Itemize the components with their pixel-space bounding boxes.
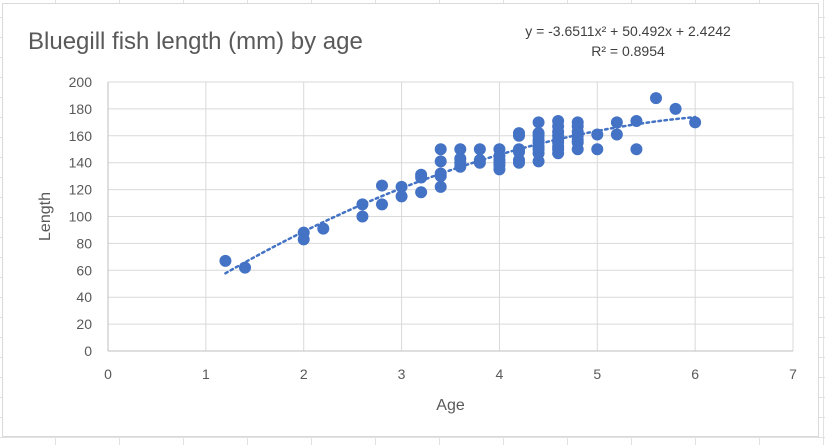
data-point[interactable] <box>669 102 682 115</box>
data-point[interactable] <box>376 198 388 211</box>
data-point[interactable] <box>415 186 428 199</box>
data-point[interactable] <box>454 143 467 156</box>
data-point[interactable] <box>473 143 486 156</box>
data-point[interactable] <box>317 222 330 235</box>
data-point[interactable] <box>395 190 408 203</box>
x-tick-label: 2 <box>300 366 308 382</box>
trendline-r-squared: R² = 0.8954 <box>591 43 665 59</box>
y-tick-label: 40 <box>76 289 92 305</box>
data-point[interactable] <box>532 116 545 129</box>
data-point[interactable] <box>356 210 369 223</box>
data-point[interactable] <box>239 261 251 274</box>
data-point[interactable] <box>552 147 565 160</box>
tick-labels: 0 20 40 60 80 100 120 140 160 180 200 0 1 2 3 4 5 6 7 <box>69 74 797 382</box>
x-tick-label: 1 <box>202 366 210 382</box>
data-point[interactable] <box>473 156 486 169</box>
x-tick-label: 0 <box>104 366 112 382</box>
y-tick-label: 80 <box>76 235 92 251</box>
data-point[interactable] <box>434 155 447 168</box>
data-point[interactable] <box>630 115 643 128</box>
data-point[interactable] <box>532 155 545 168</box>
y-tick-label: 140 <box>69 155 93 171</box>
x-tick-label: 3 <box>398 366 406 382</box>
data-point[interactable] <box>219 254 232 267</box>
data-point[interactable] <box>513 156 525 169</box>
plot-axes <box>107 82 793 352</box>
x-tick-label: 5 <box>593 366 601 382</box>
y-tick-label: 100 <box>69 209 93 225</box>
data-point[interactable] <box>356 198 369 211</box>
x-tick-label: 6 <box>691 366 699 382</box>
chart-area[interactable] <box>2 3 819 437</box>
data-point[interactable] <box>454 160 467 173</box>
y-tick-label: 180 <box>69 101 93 117</box>
data-point[interactable] <box>650 92 662 105</box>
chart-title[interactable]: Bluegill fish length (mm) by age <box>28 28 363 55</box>
data-point[interactable] <box>591 143 604 156</box>
trendline-equation: y = -3.6511x² + 50.492x + 2.4242 <box>525 23 731 39</box>
data-point[interactable] <box>571 143 584 156</box>
y-tick-label: 120 <box>69 182 93 198</box>
data-point[interactable] <box>493 163 506 176</box>
data-point[interactable] <box>434 170 447 183</box>
x-axis-title: Age <box>436 397 465 414</box>
trendline-label[interactable]: y = -3.6511x² + 50.492x + 2.4242 R² = 0.… <box>483 21 773 61</box>
y-axis-title: Length <box>37 192 54 241</box>
data-point[interactable] <box>434 180 447 193</box>
y-tick-label: 160 <box>69 128 93 144</box>
data-point[interactable] <box>610 116 623 129</box>
data-point[interactable] <box>297 233 310 246</box>
y-tick-label: 20 <box>76 316 92 332</box>
x-tick-label: 7 <box>789 366 797 382</box>
y-tick-label: 200 <box>69 74 93 90</box>
y-tick-label: 60 <box>76 262 92 278</box>
data-point[interactable] <box>513 129 525 142</box>
data-point[interactable] <box>376 179 388 192</box>
y-tick-label: 0 <box>84 343 92 359</box>
x-tick-label: 4 <box>496 366 504 382</box>
data-point[interactable] <box>395 180 408 193</box>
data-point[interactable] <box>591 128 604 141</box>
data-points <box>219 92 702 274</box>
data-point[interactable] <box>689 116 702 129</box>
data-point[interactable] <box>434 143 447 156</box>
data-point[interactable] <box>415 171 428 184</box>
data-point[interactable] <box>630 143 643 156</box>
data-point[interactable] <box>610 128 623 141</box>
trendline <box>224 115 697 275</box>
